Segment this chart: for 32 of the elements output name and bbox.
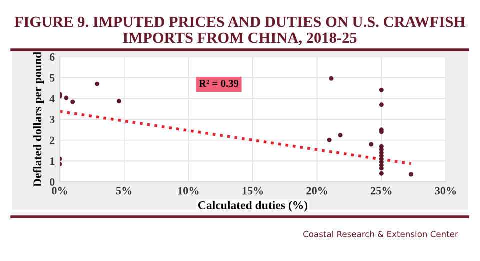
point [329, 76, 334, 81]
point [95, 82, 100, 86]
point [379, 171, 384, 176]
point [379, 166, 384, 171]
x-tick-label: 30% [435, 187, 456, 195]
x-tick-label: 5% [116, 187, 132, 195]
point [369, 142, 374, 147]
point [116, 99, 122, 104]
point [327, 138, 332, 142]
x-tick-label: 15% [242, 187, 264, 195]
y-tick-label: 6 [50, 53, 55, 61]
y-axis-title: Deflated dollars per pound [33, 52, 44, 187]
y-tick-label: 3 [50, 116, 55, 124]
point [338, 133, 343, 138]
x-tick-label: 20% [306, 187, 328, 195]
text: Coastal Research & Extension Center [304, 230, 458, 238]
y-tick-label: 2 [50, 136, 55, 144]
point [64, 96, 69, 100]
chart-title: FIGURE 9. IMPUTED PRICES AND DUTIES ON U.S. CRAWFISH IMPORTS FROM CHINA, 2018-25 [14, 16, 466, 46]
x-tick-label: 25% [371, 187, 392, 195]
point [379, 88, 384, 92]
annotation: R² = 0.39 [199, 80, 239, 88]
x-axis-title: Calculated duties (%) [198, 201, 308, 212]
point [379, 102, 384, 108]
y-tick-label: 4 [50, 95, 55, 103]
y-tick-label: 1 [50, 158, 55, 166]
y-tick-label: 0 [50, 178, 55, 186]
y-tick-label: 5 [50, 74, 55, 82]
point [70, 100, 76, 104]
x-tick-label: 10% [178, 187, 199, 195]
x-tick-label: 0% [52, 187, 68, 195]
point [409, 172, 414, 177]
